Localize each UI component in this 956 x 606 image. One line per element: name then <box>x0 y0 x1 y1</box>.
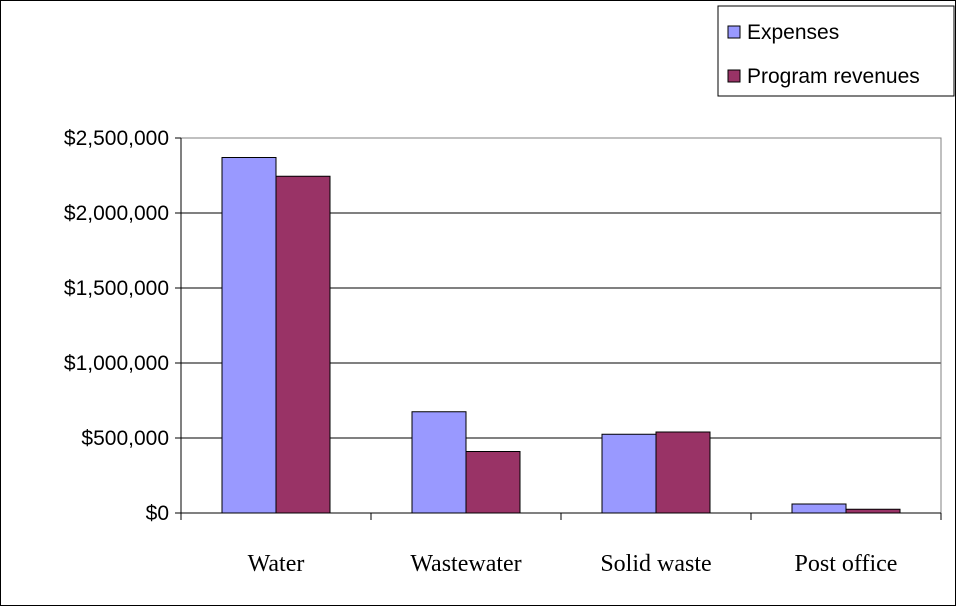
legend: Expenses Program revenues <box>717 5 955 97</box>
y-tick-label: $1,500,000 <box>64 277 169 300</box>
y-tick-labels: $0 $500,000 $1,000,000 $1,500,000 $2,000,000… <box>64 127 169 525</box>
bar-program-revenues-post-office <box>845 508 901 514</box>
bar-expenses-water <box>221 157 277 514</box>
x-tick-label: Post office <box>795 551 898 577</box>
bars <box>221 157 901 514</box>
axes <box>175 137 942 520</box>
x-tick-labels: Water Wastewater Solid waste Post office <box>248 551 898 577</box>
y-tick-label: $2,000,000 <box>64 202 169 225</box>
bar-expenses-solid-waste <box>601 433 657 514</box>
x-tick-label: Water <box>248 551 305 577</box>
x-tick-label: Solid waste <box>600 551 711 577</box>
legend-swatch-expenses <box>727 25 741 39</box>
y-tick-label: $0 <box>146 502 169 525</box>
legend-label-expenses: Expenses <box>747 21 839 44</box>
bar-program-revenues-water <box>275 175 331 514</box>
legend-swatch-program-revenues <box>727 69 741 83</box>
y-tick-label: $500,000 <box>81 427 169 450</box>
bar-program-revenues-solid-waste <box>655 431 711 514</box>
bar-expenses-wastewater <box>411 411 467 514</box>
legend-label-program-revenues: Program revenues <box>747 65 920 88</box>
bar-expenses-post-office <box>791 503 847 514</box>
legend-box <box>717 5 955 97</box>
y-tick-label: $2,500,000 <box>64 127 169 150</box>
bar-program-revenues-wastewater <box>465 451 521 514</box>
y-tick-label: $1,000,000 <box>64 352 169 375</box>
x-tick-label: Wastewater <box>410 551 521 577</box>
